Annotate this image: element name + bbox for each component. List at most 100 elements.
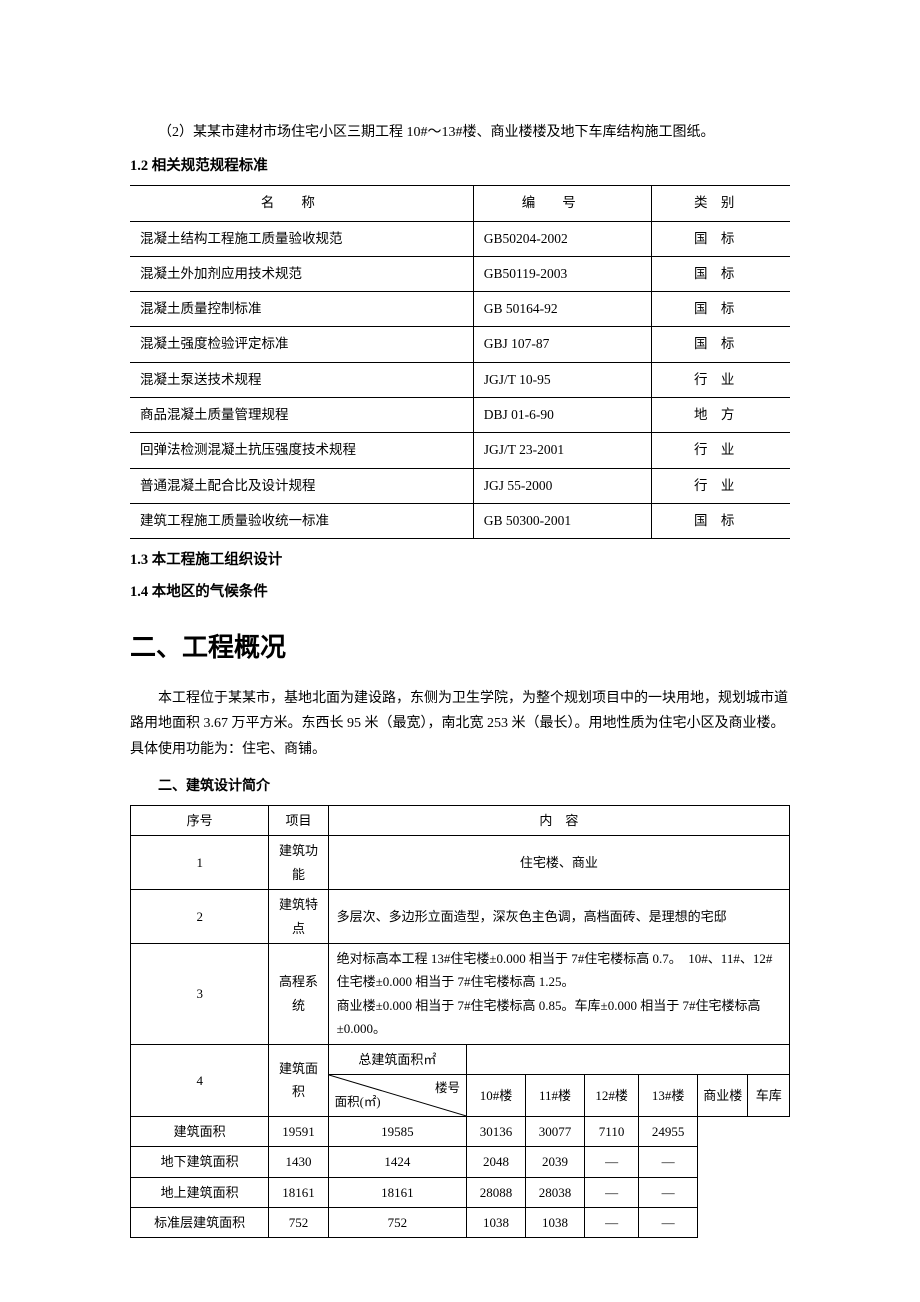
section-2-title: 二、工程概况 [130, 625, 790, 672]
arch-row-value: 30136 [467, 1116, 526, 1146]
arch-row-value: 28088 [467, 1177, 526, 1207]
arch-r3-proj: 高程系统 [269, 943, 328, 1044]
arch-r2-content: 多层次、多边形立面造型，深灰色主色调，高档面砖、是理想的宅邸 [328, 890, 789, 944]
overview-paragraph: 本工程位于某某市，基地北面为建设路，东侧为卫生学院，为整个规划项目中的一块用地，… [130, 686, 790, 762]
standards-cell-code: GB 50164-92 [473, 292, 651, 327]
arch-head-content: 内 容 [328, 805, 789, 835]
standards-cell-name: 混凝土质量控制标准 [130, 292, 473, 327]
standards-cell-name: 混凝土强度检验评定标准 [130, 327, 473, 362]
arch-row-value: 752 [328, 1208, 466, 1238]
standards-row: 混凝土质量控制标准GB 50164-92国标 [130, 292, 790, 327]
arch-row-value: — [639, 1208, 698, 1238]
arch-row-label: 地下建筑面积 [131, 1147, 269, 1177]
standards-row: 混凝土泵送技术规程JGJ/T 10-95行业 [130, 362, 790, 397]
standards-cell-name: 混凝土泵送技术规程 [130, 362, 473, 397]
arch-r3-idx: 3 [131, 943, 269, 1044]
arch-row-value: 18161 [328, 1177, 466, 1207]
standards-cell-code: GB50119-2003 [473, 256, 651, 291]
standards-row: 混凝土强度检验评定标准GBJ 107-87国标 [130, 327, 790, 362]
arch-head-proj: 项目 [269, 805, 328, 835]
arch-r4-proj: 建筑面积 [269, 1044, 328, 1116]
arch-data-row: 标准层建筑面积75275210381038—— [131, 1208, 790, 1238]
standards-row: 回弹法检测混凝土抗压强度技术规程JGJ/T 23-2001行业 [130, 433, 790, 468]
arch-row-value: — [584, 1208, 638, 1238]
arch-col-3: 13#楼 [639, 1074, 698, 1116]
arch-data-row: 地下建筑面积1430142420482039—— [131, 1147, 790, 1177]
arch-row-value: 1430 [269, 1147, 328, 1177]
arch-heading: 二、建筑设计简介 [130, 774, 790, 799]
arch-row-value: — [584, 1177, 638, 1207]
standards-cell-cat: 行业 [651, 468, 790, 503]
standards-cell-cat: 国标 [651, 503, 790, 538]
standards-cell-name: 建筑工程施工质量验收统一标准 [130, 503, 473, 538]
arch-col-1: 11#楼 [526, 1074, 585, 1116]
standards-cell-cat: 行业 [651, 433, 790, 468]
arch-row-value: 28038 [526, 1177, 585, 1207]
arch-row-value: 1038 [467, 1208, 526, 1238]
arch-r4-total-empty [467, 1044, 790, 1074]
standards-cell-name: 商品混凝土质量管理规程 [130, 398, 473, 433]
standards-row: 普通混凝土配合比及设计规程JGJ 55-2000行业 [130, 468, 790, 503]
arch-r1-idx: 1 [131, 836, 269, 890]
intro-paragraph: （2）某某市建材市场住宅小区三期工程 10#～13#楼、商业楼楼及地下车库结构施… [130, 120, 790, 145]
standards-table: 名称 编号 类别 混凝土结构工程施工质量验收规范GB50204-2002国标混凝… [130, 185, 790, 539]
arch-r4-idx: 4 [131, 1044, 269, 1116]
standards-head-name: 名称 [130, 186, 473, 221]
arch-row-value: 1038 [526, 1208, 585, 1238]
arch-col-2: 12#楼 [584, 1074, 638, 1116]
arch-row-value: 2039 [526, 1147, 585, 1177]
arch-r4-diag-bot: 面积(㎡) [335, 1091, 381, 1114]
standards-cell-cat: 国标 [651, 327, 790, 362]
arch-row-label: 建筑面积 [131, 1116, 269, 1146]
standards-cell-name: 回弹法检测混凝土抗压强度技术规程 [130, 433, 473, 468]
arch-col-0: 10#楼 [467, 1074, 526, 1116]
arch-table: 序号 项目 内 容 1 建筑功能 住宅楼、商业 2 建筑特点 多层次、多边形立面… [130, 805, 790, 1238]
standards-row: 建筑工程施工质量验收统一标准GB 50300-2001国标 [130, 503, 790, 538]
arch-row-value: 7110 [584, 1116, 638, 1146]
arch-r4-diag-top: 楼号 [435, 1077, 460, 1100]
standards-cell-code: JGJ/T 23-2001 [473, 433, 651, 468]
standards-cell-cat: 国标 [651, 256, 790, 291]
standards-head-cat: 类别 [651, 186, 790, 221]
standards-row: 商品混凝土质量管理规程DBJ 01-6-90地方 [130, 398, 790, 433]
arch-row-label: 地上建筑面积 [131, 1177, 269, 1207]
arch-data-row: 地上建筑面积18161181612808828038—— [131, 1177, 790, 1207]
standards-cell-code: DBJ 01-6-90 [473, 398, 651, 433]
arch-row-value: — [639, 1147, 698, 1177]
standards-cell-code: GBJ 107-87 [473, 327, 651, 362]
arch-row-value: — [639, 1177, 698, 1207]
heading-1-4: 1.4 本地区的气候条件 [130, 579, 790, 605]
arch-col-4: 商业楼 [698, 1074, 748, 1116]
standards-cell-cat: 地方 [651, 398, 790, 433]
arch-r2-idx: 2 [131, 890, 269, 944]
arch-row-value: 752 [269, 1208, 328, 1238]
arch-r3-content: 绝对标高本工程 13#住宅楼±0.000 相当于 7#住宅楼标高 0.7。 10… [328, 943, 789, 1044]
standards-row: 混凝土结构工程施工质量验收规范GB50204-2002国标 [130, 221, 790, 256]
arch-row-value: 19591 [269, 1116, 328, 1146]
arch-head-idx: 序号 [131, 805, 269, 835]
standards-cell-code: GB 50300-2001 [473, 503, 651, 538]
arch-row-value: 19585 [328, 1116, 466, 1146]
arch-row-value: 18161 [269, 1177, 328, 1207]
standards-cell-name: 普通混凝土配合比及设计规程 [130, 468, 473, 503]
arch-r4-total-label: 总建筑面积㎡ [328, 1044, 466, 1074]
standards-cell-code: GB50204-2002 [473, 221, 651, 256]
arch-data-row: 建筑面积19591195853013630077711024955 [131, 1116, 790, 1146]
standards-cell-code: JGJ/T 10-95 [473, 362, 651, 397]
standards-row: 混凝土外加剂应用技术规范GB50119-2003国标 [130, 256, 790, 291]
arch-row-value: 30077 [526, 1116, 585, 1146]
arch-col-5: 车库 [748, 1074, 790, 1116]
arch-row-value: 24955 [639, 1116, 698, 1146]
standards-cell-cat: 国标 [651, 221, 790, 256]
standards-cell-cat: 国标 [651, 292, 790, 327]
arch-r4-diag-cell: 楼号 面积(㎡) [328, 1074, 466, 1116]
arch-row-value: — [584, 1147, 638, 1177]
standards-cell-code: JGJ 55-2000 [473, 468, 651, 503]
arch-r1-proj: 建筑功能 [269, 836, 328, 890]
arch-r1-content: 住宅楼、商业 [328, 836, 789, 890]
heading-1-3: 1.3 本工程施工组织设计 [130, 547, 790, 573]
standards-cell-name: 混凝土外加剂应用技术规范 [130, 256, 473, 291]
arch-r2-proj: 建筑特点 [269, 890, 328, 944]
arch-row-label: 标准层建筑面积 [131, 1208, 269, 1238]
arch-row-value: 1424 [328, 1147, 466, 1177]
